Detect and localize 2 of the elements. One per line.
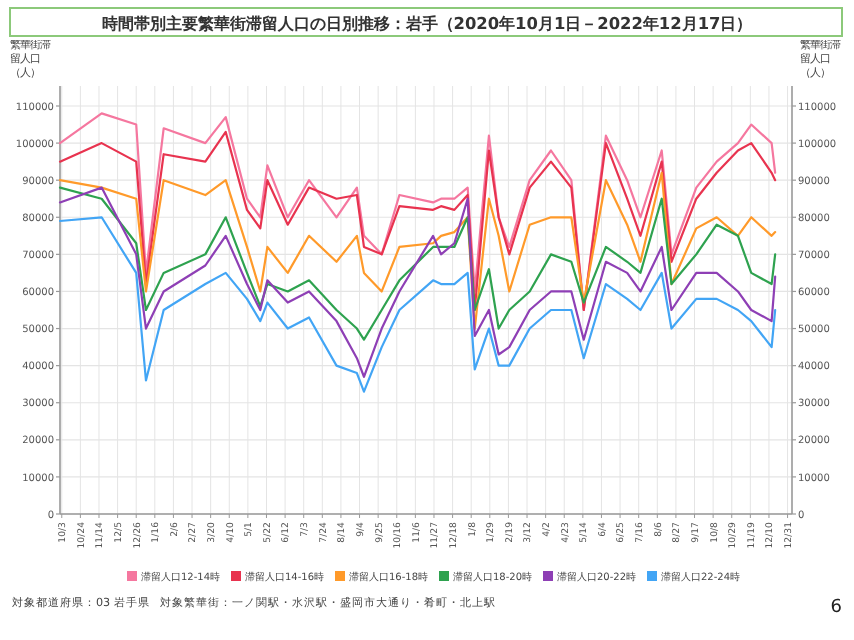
text: 6 — [830, 598, 843, 618]
chart-title: 時間帯別主要繁華街滞留人口の日別推移：岩手（2020年10月1日－2022年12月17日） — [101, 13, 753, 33]
